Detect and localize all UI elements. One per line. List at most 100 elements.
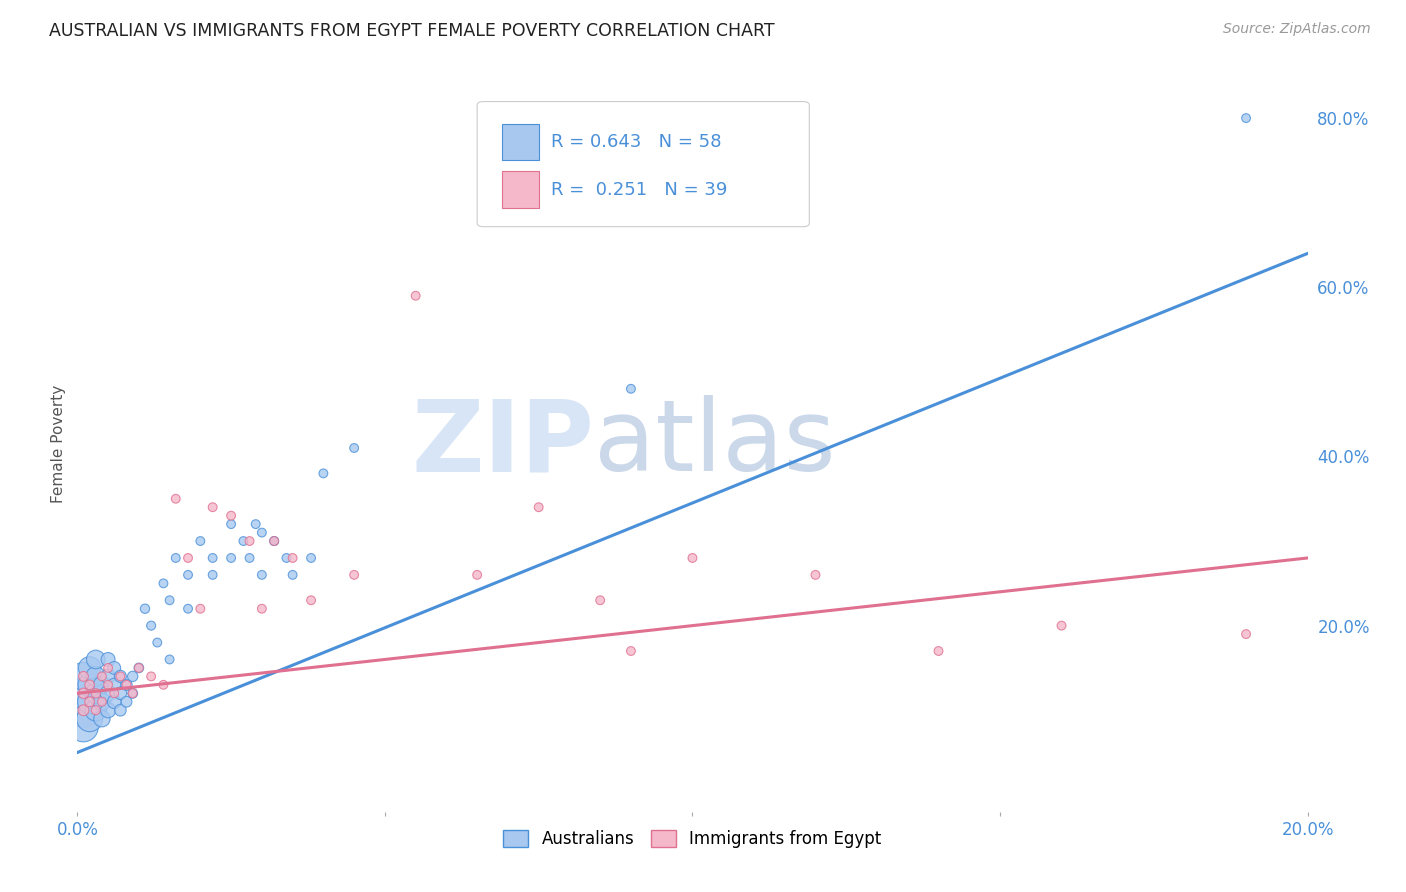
Point [219, 508, 242, 523]
Point [84, 652, 107, 666]
Point [589, 593, 612, 607]
Point [110, 686, 132, 700]
Point [201, 567, 224, 582]
Point [121, 686, 143, 700]
Point [141, 669, 163, 683]
Point [239, 551, 262, 566]
Point [1234, 111, 1257, 125]
Point [103, 695, 125, 709]
Point [90, 678, 114, 692]
Point [97, 669, 120, 683]
Point [115, 678, 138, 692]
Point [134, 601, 156, 615]
Point [465, 567, 488, 582]
Point [152, 678, 174, 692]
Point [177, 567, 200, 582]
Point [188, 534, 212, 549]
Point [219, 551, 242, 566]
Point [79, 695, 101, 709]
Point [201, 500, 224, 515]
Point [72, 703, 94, 717]
Point [79, 678, 101, 692]
Point [79, 695, 101, 709]
Point [128, 661, 150, 675]
Point [103, 678, 125, 692]
Point [79, 678, 101, 692]
Point [72, 703, 94, 717]
Point [281, 551, 304, 566]
Point [97, 703, 120, 717]
Point [128, 661, 150, 675]
Point [110, 669, 132, 683]
Legend: Australians, Immigrants from Egypt: Australians, Immigrants from Egypt [496, 823, 889, 855]
Point [152, 576, 174, 591]
Text: AUSTRALIAN VS IMMIGRANTS FROM EGYPT FEMALE POVERTY CORRELATION CHART: AUSTRALIAN VS IMMIGRANTS FROM EGYPT FEMA… [49, 22, 775, 40]
Point [90, 695, 114, 709]
Point [165, 491, 187, 506]
Point [219, 517, 242, 532]
Point [276, 551, 298, 566]
Point [146, 635, 169, 649]
Point [263, 534, 285, 549]
Point [97, 652, 120, 666]
Point [405, 289, 427, 303]
Point [343, 567, 366, 582]
Point [72, 686, 94, 700]
Point [245, 517, 267, 532]
Point [804, 567, 827, 582]
FancyBboxPatch shape [477, 102, 810, 227]
Point [90, 695, 114, 709]
Point [110, 703, 132, 717]
Point [201, 551, 224, 566]
Point [299, 593, 322, 607]
Point [250, 567, 273, 582]
Point [103, 661, 125, 675]
Point [72, 669, 94, 683]
Point [115, 678, 138, 692]
Point [312, 467, 335, 481]
Point [239, 534, 262, 549]
FancyBboxPatch shape [502, 171, 538, 208]
Y-axis label: Female Poverty: Female Poverty [51, 384, 66, 503]
Text: R = 0.643   N = 58: R = 0.643 N = 58 [551, 133, 721, 151]
Point [343, 441, 366, 455]
Point [527, 500, 550, 515]
FancyBboxPatch shape [502, 124, 538, 161]
Point [1050, 618, 1073, 632]
Text: R =  0.251   N = 39: R = 0.251 N = 39 [551, 181, 727, 199]
Point [177, 551, 200, 566]
Point [141, 618, 163, 632]
Point [84, 686, 107, 700]
Point [159, 652, 181, 666]
Point [79, 712, 101, 726]
Point [90, 712, 114, 726]
Point [159, 593, 181, 607]
Point [682, 551, 704, 566]
Point [281, 567, 304, 582]
Point [97, 686, 120, 700]
Point [165, 551, 187, 566]
Point [263, 534, 285, 549]
Point [90, 669, 114, 683]
Point [84, 669, 107, 683]
Point [250, 525, 273, 540]
Point [72, 669, 94, 683]
Point [97, 678, 120, 692]
Point [84, 703, 107, 717]
Point [620, 382, 643, 396]
Point [97, 661, 120, 675]
Point [121, 669, 143, 683]
Point [72, 720, 94, 734]
Point [103, 686, 125, 700]
Point [115, 695, 138, 709]
Point [263, 534, 285, 549]
Point [121, 686, 143, 700]
Text: atlas: atlas [595, 395, 835, 492]
Point [84, 703, 107, 717]
Point [72, 686, 94, 700]
Point [232, 534, 254, 549]
Point [188, 601, 212, 615]
Point [110, 669, 132, 683]
Point [928, 644, 950, 658]
Point [177, 601, 200, 615]
